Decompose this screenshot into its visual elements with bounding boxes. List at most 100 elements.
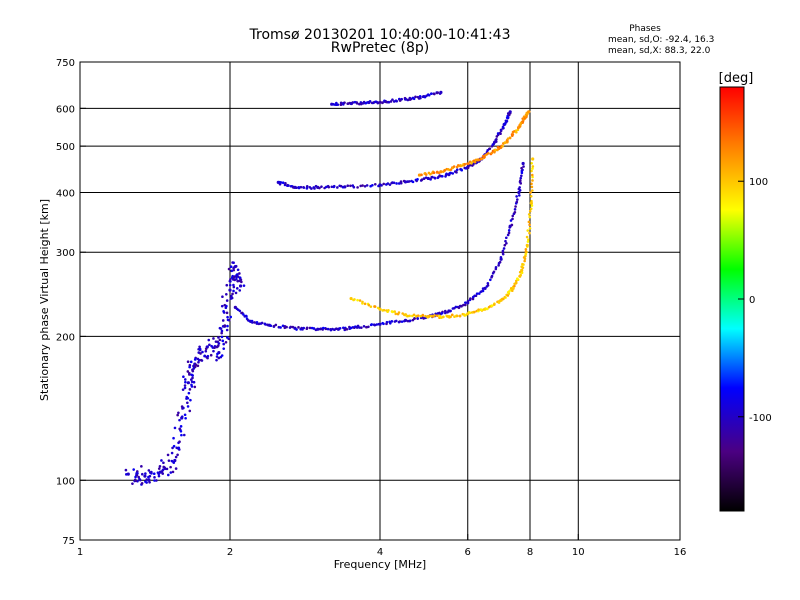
data-point [320,185,323,188]
x-tick-label: 1 [77,547,83,558]
data-point [483,155,486,159]
data-point [513,208,517,211]
data-point [391,98,394,101]
data-point [492,270,496,274]
data-point [287,184,290,187]
data-point [212,337,215,340]
data-point [530,185,534,189]
data-point [443,309,447,313]
data-point [504,236,508,240]
data-point [441,174,444,178]
data-points [124,90,535,486]
data-point [228,288,232,292]
data-point [215,358,218,362]
data-point [232,268,236,272]
data-point [172,436,175,440]
data-point [189,378,193,381]
data-point [529,207,533,211]
data-point [147,478,151,481]
data-point [522,165,525,168]
data-point [433,92,436,96]
data-point [140,482,144,485]
data-point [145,478,148,481]
data-point [460,168,464,172]
data-point [170,451,174,455]
data-point [516,277,519,281]
data-point [360,326,363,329]
data-point [399,181,403,185]
data-point [157,474,161,478]
data-point [302,186,306,189]
data-point [495,138,498,141]
data-point [124,468,128,472]
data-point [225,292,228,296]
data-point [215,355,219,358]
data-point [413,317,416,320]
data-point [144,480,147,483]
data-point [330,185,334,189]
data-point [196,357,200,361]
data-point [439,170,443,174]
data-point [153,479,156,482]
data-point [449,315,452,319]
data-point [486,284,490,287]
data-point [173,426,177,430]
data-point [199,358,203,362]
data-point [529,201,533,205]
data-point [176,453,179,457]
data-point [356,298,359,302]
data-point [155,479,158,482]
data-point [134,479,138,482]
x-tick-label: 8 [527,547,533,558]
data-point [387,309,390,312]
data-point [196,364,200,368]
data-point [484,307,487,310]
data-point [432,171,436,175]
data-point [180,415,184,419]
data-point [269,324,273,328]
data-point [526,240,530,243]
data-point [521,120,525,123]
data-point [233,278,237,282]
data-point [232,283,235,287]
data-point [295,328,298,331]
data-point [237,279,241,283]
data-point [520,174,523,178]
data-point [427,93,431,97]
data-point [194,363,198,367]
data-point [499,257,503,261]
data-point [516,128,520,132]
data-point [400,97,404,101]
x-axis-label: Frequency [MHz] [334,558,426,571]
data-point [388,183,392,186]
data-point [416,317,420,320]
x-tick-label: 6 [465,547,471,558]
data-point [219,327,223,330]
y-tick-label: 500 [56,142,75,153]
data-point [417,314,420,317]
data-point [412,97,416,101]
data-point [408,319,412,323]
data-point [343,185,347,189]
data-point [212,349,215,353]
data-point [242,313,245,316]
data-point [289,325,293,329]
data-point [445,172,448,176]
data-point [370,323,374,326]
data-point [426,176,430,181]
data-point [529,194,533,198]
data-point [227,267,231,271]
data-point [400,320,404,323]
data-point [217,342,221,345]
data-point [499,128,503,132]
data-point [165,467,169,471]
data-point [531,175,534,179]
data-point [488,147,491,151]
data-point [509,219,513,222]
y-tick-label: 300 [56,248,75,259]
data-point [260,321,264,325]
data-point [436,91,440,94]
data-point [419,96,422,100]
data-point [395,182,398,185]
y-tick-label: 750 [56,58,75,69]
